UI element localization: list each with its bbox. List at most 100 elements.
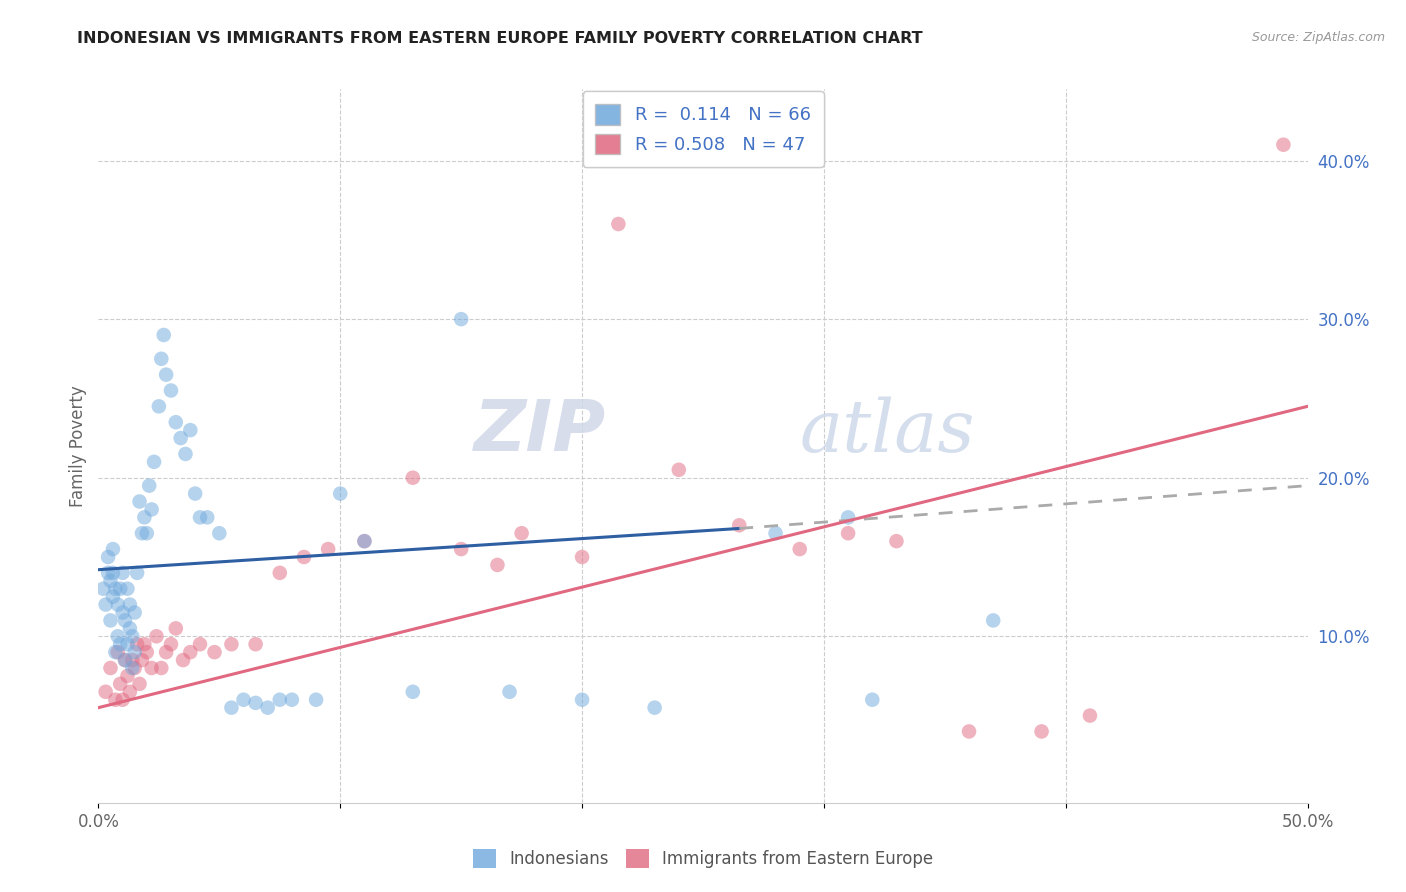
Point — [498, 685, 520, 699]
Point — [204, 645, 226, 659]
Point — [510, 526, 533, 541]
Point — [1031, 724, 1053, 739]
Point — [135, 526, 157, 541]
Point — [107, 645, 129, 659]
Point — [121, 653, 143, 667]
Point — [607, 217, 630, 231]
Point — [571, 692, 593, 706]
Point — [184, 486, 207, 500]
Point — [232, 692, 254, 706]
Point — [981, 614, 1004, 628]
Point — [169, 431, 191, 445]
Point — [134, 637, 156, 651]
Y-axis label: Family Poverty: Family Poverty — [69, 385, 87, 507]
Point — [860, 692, 883, 706]
Point — [114, 653, 136, 667]
Point — [256, 700, 278, 714]
Point — [121, 629, 143, 643]
Point — [179, 423, 201, 437]
Point — [111, 606, 134, 620]
Point — [117, 669, 139, 683]
Point — [174, 447, 197, 461]
Point — [118, 685, 141, 699]
Point — [108, 637, 131, 651]
Point — [104, 692, 127, 706]
Point — [269, 566, 291, 580]
Legend: Indonesians, Immigrants from Eastern Europe: Indonesians, Immigrants from Eastern Eur… — [465, 842, 941, 875]
Point — [104, 582, 127, 596]
Point — [668, 463, 690, 477]
Point — [148, 400, 170, 414]
Point — [131, 526, 153, 541]
Point — [450, 312, 472, 326]
Point — [208, 526, 231, 541]
Point — [114, 614, 136, 628]
Point — [837, 526, 859, 541]
Point — [107, 598, 129, 612]
Point — [188, 510, 211, 524]
Point — [150, 661, 173, 675]
Text: INDONESIAN VS IMMIGRANTS FROM EASTERN EUROPE FAMILY POVERTY CORRELATION CHART: INDONESIAN VS IMMIGRANTS FROM EASTERN EU… — [77, 31, 922, 46]
Point — [353, 534, 375, 549]
Point — [281, 692, 304, 706]
Point — [155, 645, 177, 659]
Point — [100, 614, 122, 628]
Point — [402, 471, 425, 485]
Point — [94, 685, 117, 699]
Point — [155, 368, 177, 382]
Point — [101, 566, 124, 580]
Point — [486, 558, 509, 572]
Point — [128, 677, 150, 691]
Point — [97, 566, 120, 580]
Point — [94, 598, 117, 612]
Point — [644, 700, 666, 714]
Point — [124, 606, 146, 620]
Point — [245, 696, 267, 710]
Point — [114, 653, 136, 667]
Point — [124, 661, 146, 675]
Point — [221, 700, 243, 714]
Point — [141, 502, 163, 516]
Point — [728, 518, 751, 533]
Legend: R =  0.114   N = 66, R = 0.508   N = 47: R = 0.114 N = 66, R = 0.508 N = 47 — [582, 91, 824, 167]
Text: atlas: atlas — [800, 396, 976, 467]
Point — [165, 415, 187, 429]
Point — [131, 653, 153, 667]
Point — [134, 510, 156, 524]
Point — [100, 574, 122, 588]
Point — [135, 645, 157, 659]
Point — [165, 621, 187, 635]
Point — [221, 637, 243, 651]
Point — [121, 661, 143, 675]
Point — [101, 542, 124, 557]
Point — [172, 653, 194, 667]
Point — [107, 629, 129, 643]
Point — [117, 637, 139, 651]
Point — [571, 549, 593, 564]
Point — [127, 566, 149, 580]
Point — [152, 328, 174, 343]
Point — [124, 645, 146, 659]
Point — [1078, 708, 1101, 723]
Point — [104, 645, 127, 659]
Point — [138, 478, 160, 492]
Point — [245, 637, 267, 651]
Point — [765, 526, 787, 541]
Point — [117, 582, 139, 596]
Point — [195, 510, 218, 524]
Text: Source: ZipAtlas.com: Source: ZipAtlas.com — [1251, 31, 1385, 45]
Point — [402, 685, 425, 699]
Point — [97, 549, 120, 564]
Point — [179, 645, 201, 659]
Point — [145, 629, 167, 643]
Text: ZIP: ZIP — [474, 397, 606, 467]
Point — [127, 637, 149, 651]
Point — [305, 692, 328, 706]
Point — [316, 542, 339, 557]
Point — [141, 661, 163, 675]
Point — [128, 494, 150, 508]
Point — [329, 486, 352, 500]
Point — [957, 724, 980, 739]
Point — [108, 582, 131, 596]
Point — [143, 455, 166, 469]
